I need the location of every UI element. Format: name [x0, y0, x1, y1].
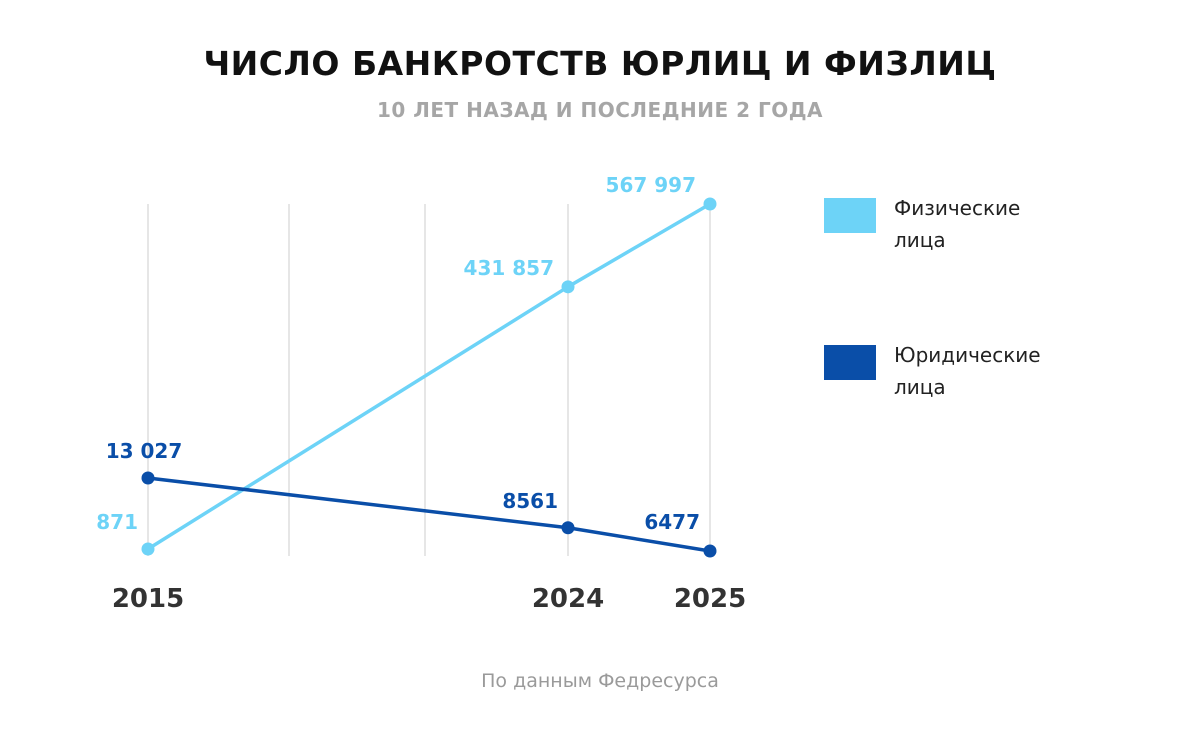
point-individuals-2025: [703, 197, 717, 211]
legend-swatch-companies: [824, 345, 876, 380]
series-lines: [147, 202, 711, 553]
chart-title: ЧИСЛО БАНКРОТСТВ ЮРЛИЦ И ФИЗЛИЦ: [203, 44, 997, 83]
point-companies-2025: [703, 544, 717, 558]
data-label-individuals-2024: 431 857: [464, 256, 554, 280]
data-points: [141, 197, 717, 558]
x-tick-label-2024: 2024: [532, 584, 604, 614]
chart-subtitle: 10 ЛЕТ НАЗАД И ПОСЛЕДНИЕ 2 ГОДА: [376, 98, 824, 122]
legend-label-individuals: Физические лица: [894, 196, 1021, 252]
x-tick-label-2025: 2025: [674, 584, 746, 614]
data-label-individuals-2025: 567 997: [606, 173, 696, 197]
point-companies-2024: [561, 521, 575, 535]
grid-lines: [147, 204, 711, 556]
point-companies-2015: [141, 471, 155, 485]
legend-label-companies: Юридические лица: [894, 343, 1041, 399]
data-label-individuals-2015: 871: [96, 510, 138, 534]
data-label-companies-2025: 6477: [644, 510, 700, 534]
data-label-companies-2024: 8561: [502, 489, 558, 513]
data-labels: 871 431 857 567 997 13 027 8561 6477: [96, 173, 700, 534]
x-tick-label-2015: 2015: [112, 584, 184, 614]
x-axis-ticks: 2015 2024 2025: [112, 584, 746, 614]
point-individuals-2024: [561, 280, 575, 294]
data-label-companies-2015: 13 027: [106, 439, 183, 463]
series-line-individuals: [147, 202, 711, 551]
source-note: По данным Федресурса: [481, 670, 719, 692]
series-line-companies: [147, 476, 711, 553]
point-individuals-2015: [141, 542, 155, 556]
legend-swatch-individuals: [824, 198, 876, 233]
